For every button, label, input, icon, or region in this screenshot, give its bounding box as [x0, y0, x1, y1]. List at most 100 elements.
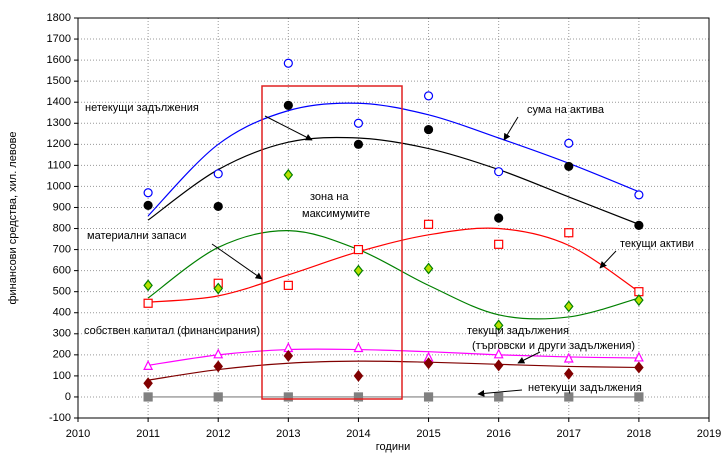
point: [143, 360, 154, 370]
y-tick-label: 1600: [47, 54, 71, 66]
zone-label: максимумите: [302, 208, 370, 220]
y-tick-label: -100: [49, 412, 71, 424]
annotation: текущи активи: [620, 238, 694, 250]
y-tick-label: 1200: [47, 138, 71, 150]
trend-line: [147, 102, 640, 217]
y-tick-label: 500: [53, 286, 71, 298]
trend-line: [148, 360, 639, 381]
point: [423, 219, 434, 229]
point: [353, 392, 364, 402]
y-axis-label: финансови средства, хил. левове: [7, 131, 19, 304]
annotation: текущи задължения: [467, 325, 569, 337]
point: [353, 369, 364, 382]
point: [423, 91, 434, 101]
x-tick-label: 2017: [557, 428, 581, 440]
annotation: собствен капитал (финансирания): [84, 325, 260, 337]
point: [564, 300, 574, 313]
annotation: материални запаси: [87, 230, 186, 242]
point: [213, 348, 224, 359]
point: [213, 392, 223, 402]
point: [493, 319, 504, 332]
point: [423, 124, 434, 135]
annotation: (търговски и други задължения): [472, 340, 635, 352]
y-tick-label: 100: [53, 370, 71, 382]
y-tick-label: 900: [53, 201, 71, 213]
trend-line: [147, 136, 640, 225]
point: [143, 188, 153, 198]
y-tick-label: 1700: [47, 33, 71, 45]
point: [564, 161, 574, 172]
point: [494, 167, 504, 177]
x-tick-label: 2013: [276, 428, 300, 440]
trend-line: [148, 227, 640, 303]
trend-line: [148, 348, 639, 366]
arrow: [503, 116, 519, 141]
annotation: нетекущи задължения: [85, 102, 199, 114]
point: [143, 377, 153, 390]
arrow: [477, 389, 523, 397]
point: [423, 392, 434, 402]
zone-label: зона на: [310, 191, 349, 203]
x-tick-label: 2018: [627, 428, 651, 440]
point: [353, 264, 364, 277]
point: [563, 352, 574, 363]
arrow: [211, 243, 263, 280]
point: [634, 361, 644, 374]
point: [143, 392, 153, 402]
x-tick-label: 2016: [486, 428, 510, 440]
point: [213, 282, 223, 295]
point: [283, 58, 293, 68]
point: [423, 262, 434, 275]
y-tick-label: 200: [53, 349, 71, 361]
point: [494, 239, 504, 249]
plot-frame: [77, 17, 710, 419]
point: [353, 244, 364, 255]
x-tick-label: 2014: [346, 428, 370, 440]
x-tick-label: 2010: [66, 428, 90, 440]
point: [283, 392, 293, 402]
y-tick-label: 700: [53, 243, 71, 255]
annotation: сума на актива: [527, 104, 605, 116]
y-tick-label: 300: [53, 328, 71, 340]
x-tick-label: 2015: [416, 428, 440, 440]
y-tick-label: 1500: [47, 75, 71, 87]
point: [564, 392, 574, 402]
point: [283, 349, 294, 362]
trend-line: [147, 230, 640, 320]
point: [564, 228, 574, 238]
y-tick-label: 600: [53, 265, 71, 277]
point: [143, 200, 153, 210]
point: [213, 169, 223, 179]
y-tick-label: 1800: [47, 12, 71, 24]
arrow: [599, 250, 617, 269]
point: [564, 138, 574, 148]
y-tick-label: 1300: [47, 117, 71, 129]
point: [634, 392, 644, 402]
x-axis-label: години: [376, 441, 410, 453]
max-zone: [261, 85, 403, 400]
y-tick-label: 1000: [47, 180, 71, 192]
point: [493, 348, 504, 359]
point: [634, 220, 644, 230]
y-tick-label: 0: [65, 391, 71, 403]
x-tick-label: 2011: [136, 428, 160, 440]
point: [633, 351, 644, 362]
point: [423, 357, 434, 370]
x-tick-label: 2012: [206, 428, 230, 440]
point: [564, 367, 574, 380]
point: [353, 342, 364, 353]
y-tick-label: 800: [53, 222, 71, 234]
y-tick-label: 400: [53, 307, 71, 319]
point: [634, 190, 644, 200]
point: [494, 392, 504, 402]
annotation: нетекущи задължения: [528, 382, 642, 394]
point: [213, 201, 223, 212]
point: [283, 168, 294, 181]
y-tick-label: 1400: [47, 96, 71, 108]
point: [493, 359, 504, 372]
x-tick-label: 2019: [697, 428, 721, 440]
point: [213, 360, 223, 373]
point: [143, 298, 153, 308]
point: [283, 100, 293, 110]
